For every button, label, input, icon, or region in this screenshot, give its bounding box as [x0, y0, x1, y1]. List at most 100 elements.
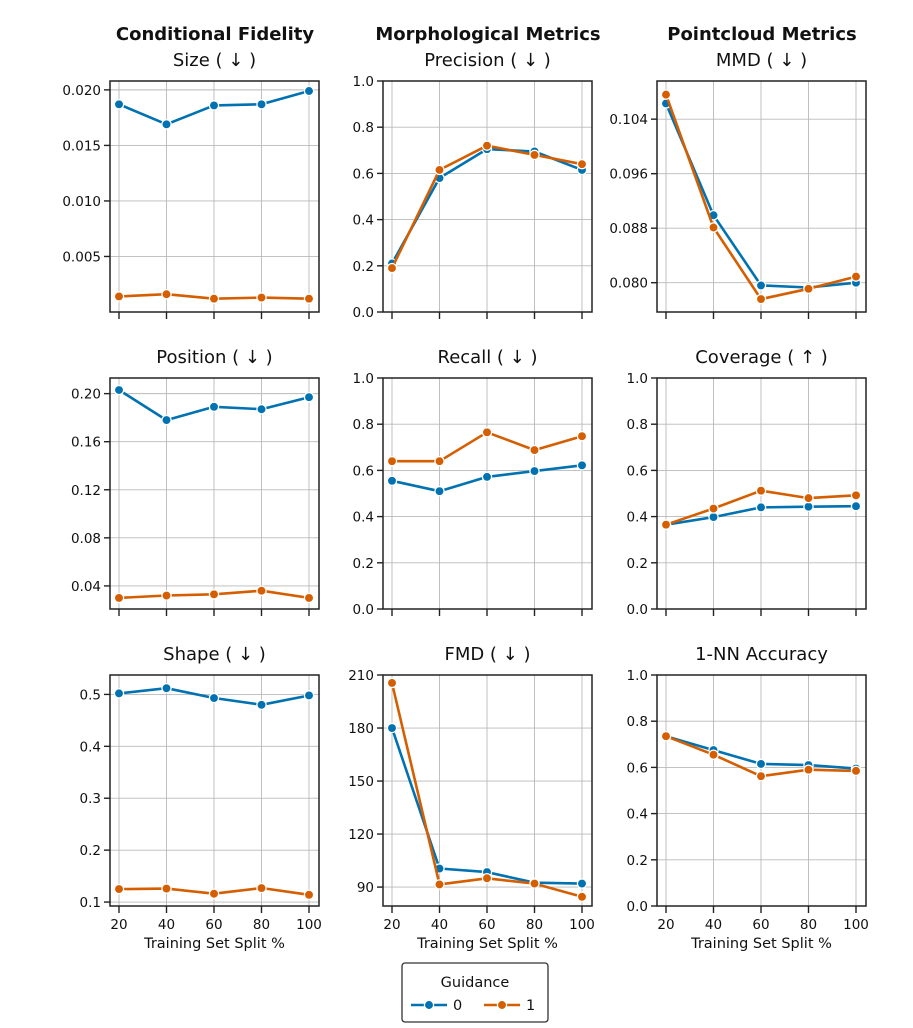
x-tick-label: 20 [110, 917, 127, 933]
x-axis-label: Training Set Split % [690, 936, 832, 952]
panel-title: Shape ( ↓ ) [163, 644, 266, 665]
panel-title: 1-NN Accuracy [695, 644, 828, 665]
data-point-1 [755, 485, 767, 496]
chart-panel: Size ( ↓ ) 0.005 0.010 0.015 0.020 [62, 50, 320, 319]
panel-title: Recall ( ↓ ) [438, 347, 538, 368]
x-tick-label: 80 [800, 917, 817, 933]
y-tick-label: 0.4 [627, 510, 648, 526]
data-point-1 [576, 891, 588, 903]
y-tick-label: 0.6 [353, 463, 374, 479]
data-point-1 [208, 293, 220, 304]
chart-panel: Precision ( ↓ ) 0.0 0.2 0.4 0.6 0.8 1.0 [353, 50, 593, 321]
data-point-1 [303, 889, 315, 901]
data-point-1 [113, 883, 125, 895]
x-axis-label: Training Set Split % [143, 936, 285, 952]
y-tick-label: 0.2 [627, 556, 648, 572]
y-tick-label: 0.088 [609, 221, 648, 237]
panel-title: Size ( ↓ ) [173, 50, 256, 71]
legend-label: 0 [453, 998, 462, 1014]
x-tick-label: 60 [478, 917, 495, 933]
y-tick-label: 0.0 [627, 899, 648, 915]
data-point-0 [303, 391, 315, 403]
data-point-1 [850, 271, 862, 282]
data-point-1 [256, 585, 267, 596]
data-point-1 [850, 765, 862, 777]
data-point-1 [755, 770, 767, 782]
chart-panel: 1-NN Accuracy 0.0 0.2 0.4 0.6 0.8 1.0 20 40 60 80 1… [627, 644, 869, 952]
y-tick-label: 0.1 [80, 895, 101, 911]
data-point-1 [529, 878, 540, 889]
column-header: Pointcloud Metrics [667, 24, 856, 45]
y-tick-label: 0.04 [71, 579, 101, 595]
legend-title: Guidance [441, 975, 510, 991]
data-point-0 [386, 722, 398, 734]
y-tick-label: 1.0 [627, 371, 648, 387]
y-tick-label: 0.20 [71, 387, 101, 403]
data-point-0 [113, 384, 125, 396]
x-tick-label: 100 [569, 917, 595, 933]
chart-panel: FMD ( ↓ ) 90 120 150 180 210 20 40 60 80 100 Traini… [348, 644, 595, 952]
plot-frame [656, 674, 867, 907]
y-tick-label: 0.020 [62, 83, 101, 99]
x-tick-label: 60 [752, 917, 769, 933]
data-point-0 [161, 414, 172, 426]
data-point-0 [208, 401, 220, 413]
y-tick-label: 120 [348, 827, 374, 843]
y-tick-label: 0.0 [627, 602, 648, 618]
data-point-0 [803, 501, 814, 512]
column-headers: Conditional Fidelity Morphological Metri… [116, 24, 857, 45]
y-tick-label: 0.8 [353, 417, 374, 433]
data-point-1 [660, 89, 672, 100]
chart-panel: Coverage ( ↑ ) 0.0 0.2 0.4 0.6 0.8 1.0 [627, 347, 867, 618]
data-point-1 [803, 492, 814, 504]
data-point-1 [256, 292, 267, 303]
y-tick-label: 0.2 [353, 259, 374, 275]
x-tick-label: 40 [431, 917, 448, 933]
chart-panels: Size ( ↓ )0.0050.0100.0150.020Precision … [62, 50, 869, 952]
data-point-0 [208, 692, 220, 704]
y-tick-label: 0.096 [609, 167, 648, 183]
data-point-0 [161, 119, 172, 130]
data-point-0 [576, 878, 588, 889]
data-point-1 [576, 430, 588, 442]
x-tick-label: 100 [843, 917, 869, 933]
y-tick-label: 0.6 [627, 463, 648, 479]
data-point-0 [434, 485, 445, 497]
plot-frame [382, 377, 593, 610]
data-point-1 [481, 140, 493, 151]
x-tick-label: 100 [296, 917, 322, 933]
y-tick-label: 0.005 [62, 249, 101, 265]
y-tick-label: 0.4 [353, 213, 374, 229]
data-point-1 [303, 293, 315, 304]
y-tick-label: 0.08 [71, 531, 101, 547]
y-tick-label: 1.0 [627, 668, 648, 684]
data-point-1 [481, 873, 493, 884]
data-point-0 [755, 502, 767, 513]
data-point-0 [113, 99, 125, 110]
data-point-1 [434, 164, 445, 176]
data-point-0 [576, 460, 588, 471]
legend-frame [401, 962, 549, 1023]
data-point-1 [386, 455, 398, 467]
data-point-0 [303, 690, 315, 701]
column-header: Morphological Metrics [375, 24, 600, 45]
data-point-0 [113, 688, 125, 699]
data-point-1 [850, 490, 862, 501]
data-point-1 [161, 288, 172, 300]
y-tick-label: 0.104 [609, 112, 648, 128]
y-tick-label: 1.0 [353, 74, 374, 90]
data-point-0 [161, 682, 172, 694]
y-tick-label: 0.010 [62, 194, 101, 210]
data-point-0 [208, 100, 220, 111]
data-point-1 [161, 883, 172, 894]
data-point-1 [803, 283, 814, 295]
y-tick-label: 150 [348, 774, 374, 790]
chart-panel: Shape ( ↓ ) 0.1 0.2 0.3 0.4 0.5 20 40 60 80 100 Tra… [80, 644, 322, 952]
data-point-1 [529, 444, 540, 456]
y-tick-label: 210 [348, 668, 374, 684]
chart-panel: MMD ( ↓ ) 0.080 0.088 0.096 0.104 [609, 50, 867, 319]
y-tick-label: 180 [348, 721, 374, 737]
data-point-0 [529, 465, 540, 477]
y-tick-label: 0.5 [80, 687, 101, 703]
panel-title: Position ( ↓ ) [156, 347, 272, 368]
